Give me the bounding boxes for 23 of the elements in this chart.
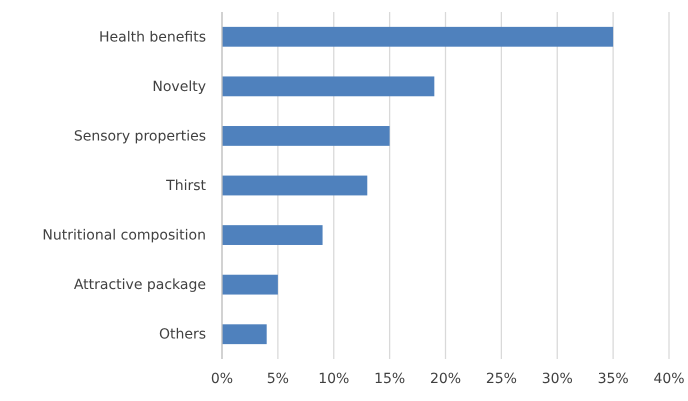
x-tick-label: 25% [486,370,517,387]
x-tick-label: 15% [374,370,406,387]
bar [222,176,368,196]
y-tick-label: Nutritional composition [42,228,206,244]
bar [222,225,323,245]
bar [222,324,267,344]
x-tick-label: 0% [210,370,234,387]
x-tick-label: 30% [542,370,573,387]
x-tick-label: 10% [318,370,350,387]
x-tick-label: 40% [653,370,685,387]
y-tick-label: Sensory properties [74,128,206,144]
bar [222,126,390,146]
x-tick-label: 5% [266,370,289,387]
x-tick-label: 35% [598,370,629,387]
x-tick-label: 20% [430,370,462,387]
y-tick-label: Attractive package [74,277,206,294]
y-tick-label: Others [158,326,206,343]
bar [222,76,434,96]
bar [222,274,278,295]
y-tick-label: Health benefits [98,29,206,46]
bar [222,26,614,47]
y-tick-label: Thirst [165,178,207,194]
y-tick-label: Novelty [152,78,206,95]
